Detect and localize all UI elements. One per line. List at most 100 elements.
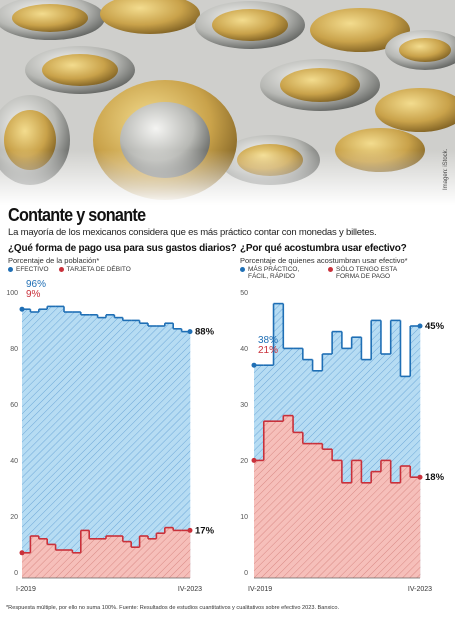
value-label: 38%	[258, 335, 278, 346]
photo-fade	[0, 150, 455, 205]
area-segment	[38, 309, 48, 578]
x-tick-label: I-2019	[16, 586, 36, 593]
area-segment	[173, 328, 182, 578]
area-segment	[410, 477, 421, 578]
y-tick-label: 30	[240, 402, 248, 409]
area-segment	[97, 538, 107, 578]
end-dot	[417, 474, 423, 480]
y-tick-label: 0	[244, 570, 248, 577]
y-tick-label: 40	[10, 458, 18, 465]
area-segment	[173, 530, 182, 578]
end-dot	[19, 306, 25, 312]
end-dot	[251, 457, 257, 463]
value-label: 18%	[425, 472, 445, 483]
area-segment	[164, 323, 174, 578]
x-tick-label: IV-2023	[408, 586, 432, 593]
area-segment	[30, 536, 40, 578]
legend-label: EFECTIVO	[16, 266, 49, 273]
photo-credit: Imagen: iStock.	[443, 148, 449, 190]
legend: MÁS PRÁCTICO, FÁCIL, RÁPIDO SÓLO TENGO ES…	[240, 266, 406, 280]
area-segment	[341, 348, 352, 578]
y-tick-label: 80	[10, 346, 18, 353]
area-segment	[131, 547, 140, 578]
area-segment	[47, 544, 56, 578]
area-segment	[312, 443, 323, 578]
legend-item: SÓLO TENGO ESTA FORMA DE PAGO	[328, 266, 406, 280]
step-line	[254, 414, 420, 484]
area-segment	[22, 309, 31, 578]
area-segment	[64, 312, 73, 578]
legend-label: SÓLO TENGO ESTA FORMA DE PAGO	[336, 266, 397, 280]
area-segment	[114, 317, 124, 578]
area-segment	[371, 320, 382, 578]
x-tick-label: IV-2023	[178, 586, 202, 593]
charts: 0 20 40 60 80 100 96% 88% 9% 17% I-2019 IV-2023 0 10 2…	[6, 280, 445, 593]
area-segment	[164, 527, 174, 578]
legend-label: TARJETA DE DÉBITO	[66, 266, 131, 273]
end-dot	[19, 550, 25, 556]
end-dot	[417, 323, 423, 329]
area-segment	[47, 306, 56, 578]
area-segment	[80, 530, 90, 578]
title: Contante y sonante	[8, 205, 146, 225]
area-segment	[156, 533, 166, 578]
value-label: 88%	[195, 327, 215, 338]
area-segment	[72, 552, 82, 578]
area-segment	[380, 460, 392, 578]
area-segment	[361, 359, 372, 578]
y-tick-label: 0	[14, 570, 18, 577]
chart-title: ¿Qué forma de pago usa para sus gastos d…	[8, 243, 237, 254]
area-segment	[80, 314, 90, 578]
area-segment	[139, 536, 149, 578]
area	[22, 306, 191, 578]
chart-subtitle: Porcentaje de la población*	[8, 256, 100, 265]
chart-subtitle: Porcentaje de quienes acostumbran usar e…	[240, 256, 408, 265]
area-segment	[156, 326, 166, 578]
step-line	[22, 526, 190, 554]
area-segment	[139, 323, 149, 578]
legend-item: EFECTIVO	[8, 266, 49, 273]
area-segment	[89, 314, 98, 578]
y-tick-label: 20	[10, 514, 18, 521]
area-segment	[332, 460, 343, 578]
area-segment	[22, 552, 31, 578]
area-segment	[148, 326, 157, 578]
y-tick-label: 40	[240, 346, 248, 353]
value-label: 17%	[195, 525, 215, 536]
area-segment	[30, 312, 40, 578]
legend-label: MÁS PRÁCTICO, FÁCIL, RÁPIDO	[248, 266, 300, 280]
area-segment	[131, 320, 140, 578]
value-label: 45%	[425, 321, 445, 332]
area-segment	[122, 541, 132, 578]
area-segment	[64, 550, 73, 578]
area-segment	[351, 460, 362, 578]
area-segment	[55, 550, 65, 578]
area-segment	[55, 306, 65, 578]
legend: EFECTIVO TARJETA DE DÉBITO	[8, 266, 131, 273]
legend-item: TARJETA DE DÉBITO	[58, 266, 131, 273]
value-label: 21%	[258, 345, 278, 356]
y-tick-label: 60	[10, 402, 18, 409]
area	[254, 415, 421, 578]
legend-swatch	[8, 267, 13, 272]
area-segment	[181, 331, 191, 578]
photo: Imagen: iStock.	[0, 0, 455, 205]
area-segment	[390, 320, 401, 578]
area-segment	[332, 331, 343, 578]
area-segment	[122, 320, 132, 578]
y-tick-label: 100	[6, 290, 18, 297]
area-segment	[341, 482, 352, 578]
end-dot	[187, 329, 193, 335]
area-segment	[263, 421, 274, 578]
legend-swatch	[240, 267, 245, 272]
area-segment	[322, 449, 333, 578]
end-dot	[251, 362, 257, 368]
coins	[0, 0, 455, 200]
area-segment	[293, 432, 304, 578]
legend-swatch	[328, 267, 333, 272]
area-segment	[273, 421, 284, 578]
area-segment	[38, 538, 48, 578]
area-segment	[283, 415, 294, 578]
area-segment	[302, 443, 313, 578]
